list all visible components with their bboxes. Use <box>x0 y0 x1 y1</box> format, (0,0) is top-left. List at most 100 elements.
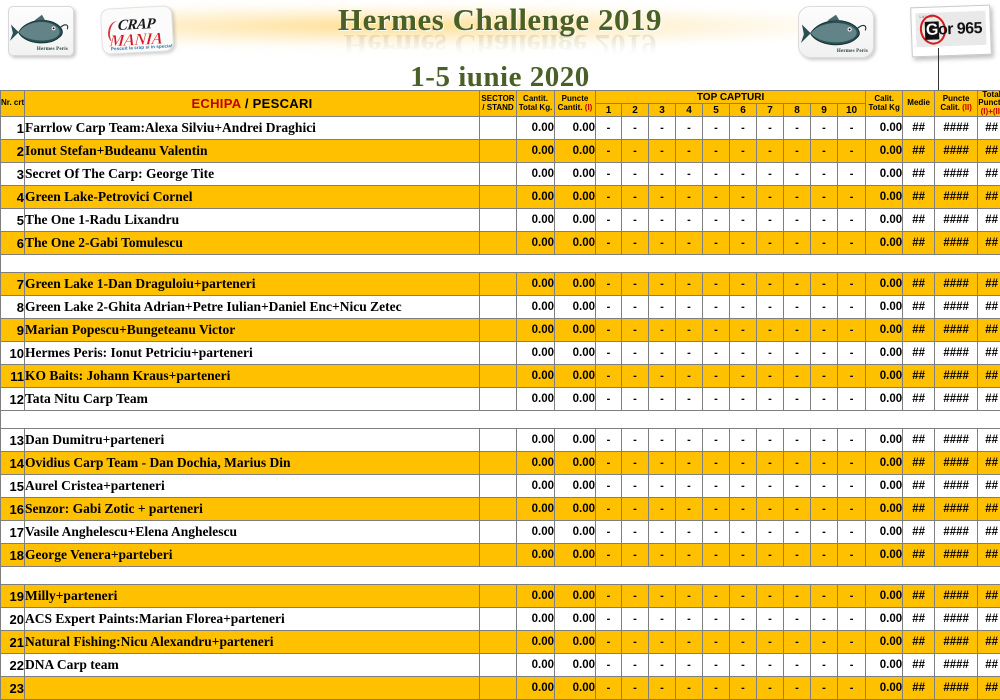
sector-stand-cell[interactable] <box>479 185 517 210</box>
capture-cell-8[interactable]: - <box>783 116 811 141</box>
capture-cell-5[interactable]: - <box>702 364 730 389</box>
sector-stand-cell[interactable] <box>479 451 517 476</box>
capture-cell-7[interactable]: - <box>756 341 784 366</box>
capture-cell-9[interactable]: - <box>810 451 838 476</box>
capture-cell-2[interactable]: - <box>621 630 649 655</box>
sector-stand-cell[interactable] <box>479 139 517 164</box>
capture-cell-2[interactable]: - <box>621 474 649 499</box>
capture-cell-8[interactable]: - <box>783 676 811 700</box>
table-row[interactable]: 14 Ovidius Carp Team - Dan Dochia, Marius… <box>0 451 1000 476</box>
table-row[interactable]: 15 Aurel Cristea+parteneri 0.00 0.00- - - - - - -… <box>0 474 1000 499</box>
capture-cell-2[interactable]: - <box>621 451 649 476</box>
capture-cell-8[interactable]: - <box>783 630 811 655</box>
cantit-total-kg-cell[interactable]: 0.00 <box>516 364 555 389</box>
capture-cell-1[interactable]: - <box>595 653 622 678</box>
capture-cell-10[interactable]: - <box>836 607 867 632</box>
capture-cell-7[interactable]: - <box>756 474 784 499</box>
capture-cell-7[interactable]: - <box>756 428 784 453</box>
sector-stand-cell[interactable] <box>479 208 517 233</box>
cantit-total-kg-cell[interactable]: 0.00 <box>516 116 555 141</box>
table-row[interactable]: 21 Natural Fishing:Nicu Alexandru+partene… <box>0 630 1000 655</box>
capture-cell-6[interactable]: - <box>729 116 757 141</box>
sector-stand-cell[interactable] <box>479 607 517 632</box>
cantit-total-kg-cell[interactable]: 0.00 <box>516 387 555 412</box>
capture-cell-1[interactable]: - <box>595 208 622 233</box>
capture-cell-2[interactable]: - <box>621 543 649 568</box>
capture-cell-5[interactable]: - <box>702 630 730 655</box>
capture-cell-3[interactable]: - <box>648 428 676 453</box>
capture-cell-8[interactable]: - <box>783 451 811 476</box>
capture-cell-9[interactable]: - <box>810 630 838 655</box>
capture-cell-5[interactable]: - <box>702 185 730 210</box>
capture-cell-9[interactable]: - <box>810 474 838 499</box>
capture-cell-6[interactable]: - <box>729 451 757 476</box>
capture-cell-6[interactable]: - <box>729 428 757 453</box>
capture-cell-1[interactable]: - <box>595 341 622 366</box>
table-row[interactable]: 11 KO Baits: Johann Kraus+parteneri 0.00 0.… <box>0 364 1000 389</box>
sector-stand-cell[interactable] <box>479 584 517 609</box>
capture-cell-2[interactable]: - <box>621 208 649 233</box>
capture-cell-6[interactable]: - <box>729 630 757 655</box>
team-name-cell[interactable]: Ovidius Carp Team - Dan Dochia, Marius D… <box>24 451 480 476</box>
capture-cell-1[interactable]: - <box>595 584 622 609</box>
cantit-total-kg-cell[interactable]: 0.00 <box>516 451 555 476</box>
team-name-cell[interactable]: Senzor: Gabi Zotic + parteneri <box>24 497 480 522</box>
capture-cell-2[interactable]: - <box>621 295 649 320</box>
capture-cell-2[interactable]: - <box>621 676 649 700</box>
capture-cell-9[interactable]: - <box>810 139 838 164</box>
capture-cell-2[interactable]: - <box>621 428 649 453</box>
capture-cell-3[interactable]: - <box>648 543 676 568</box>
team-name-cell[interactable]: Tata Nitu Carp Team <box>24 387 480 412</box>
table-row[interactable]: 16 Senzor: Gabi Zotic + parteneri 0.00 0.00… <box>0 497 1000 522</box>
capture-cell-2[interactable]: - <box>621 139 649 164</box>
capture-cell-10[interactable]: - <box>836 428 867 453</box>
cantit-total-kg-cell[interactable]: 0.00 <box>516 162 555 187</box>
table-row[interactable]: 8 Green Lake 2-Ghita Adrian+Petre Iulian+… <box>0 295 1000 320</box>
capture-cell-10[interactable]: - <box>836 387 867 412</box>
capture-cell-4[interactable]: - <box>675 474 703 499</box>
capture-cell-6[interactable]: - <box>729 341 757 366</box>
capture-cell-9[interactable]: - <box>810 653 838 678</box>
capture-cell-3[interactable]: - <box>648 231 676 256</box>
capture-cell-7[interactable]: - <box>756 584 784 609</box>
capture-cell-7[interactable]: - <box>756 318 784 343</box>
sector-stand-cell[interactable] <box>479 364 517 389</box>
capture-cell-7[interactable]: - <box>756 208 784 233</box>
capture-cell-10[interactable]: - <box>836 208 867 233</box>
capture-cell-10[interactable]: - <box>836 139 867 164</box>
capture-cell-2[interactable]: - <box>621 318 649 343</box>
sector-stand-cell[interactable] <box>479 387 517 412</box>
capture-cell-7[interactable]: - <box>756 272 784 297</box>
capture-cell-4[interactable]: - <box>675 497 703 522</box>
capture-cell-7[interactable]: - <box>756 543 784 568</box>
sector-stand-cell[interactable] <box>479 341 517 366</box>
capture-cell-3[interactable]: - <box>648 341 676 366</box>
capture-cell-5[interactable]: - <box>702 520 730 545</box>
capture-cell-4[interactable]: - <box>675 676 703 700</box>
capture-cell-8[interactable]: - <box>783 428 811 453</box>
capture-cell-6[interactable]: - <box>729 139 757 164</box>
capture-cell-7[interactable]: - <box>756 364 784 389</box>
capture-cell-2[interactable]: - <box>621 116 649 141</box>
capture-cell-9[interactable]: - <box>810 341 838 366</box>
capture-cell-6[interactable]: - <box>729 676 757 700</box>
capture-cell-10[interactable]: - <box>836 116 867 141</box>
capture-cell-8[interactable]: - <box>783 341 811 366</box>
capture-cell-2[interactable]: - <box>621 387 649 412</box>
capture-cell-10[interactable]: - <box>836 474 867 499</box>
capture-cell-5[interactable]: - <box>702 208 730 233</box>
capture-cell-7[interactable]: - <box>756 139 784 164</box>
sector-stand-cell[interactable] <box>479 295 517 320</box>
capture-cell-5[interactable]: - <box>702 428 730 453</box>
capture-cell-8[interactable]: - <box>783 162 811 187</box>
capture-cell-5[interactable]: - <box>702 451 730 476</box>
sector-stand-cell[interactable] <box>479 272 517 297</box>
capture-cell-2[interactable]: - <box>621 231 649 256</box>
capture-cell-8[interactable]: - <box>783 364 811 389</box>
capture-cell-3[interactable]: - <box>648 162 676 187</box>
sector-stand-cell[interactable] <box>479 497 517 522</box>
capture-cell-6[interactable]: - <box>729 497 757 522</box>
capture-cell-5[interactable]: - <box>702 295 730 320</box>
capture-cell-3[interactable]: - <box>648 387 676 412</box>
capture-cell-10[interactable]: - <box>836 451 867 476</box>
